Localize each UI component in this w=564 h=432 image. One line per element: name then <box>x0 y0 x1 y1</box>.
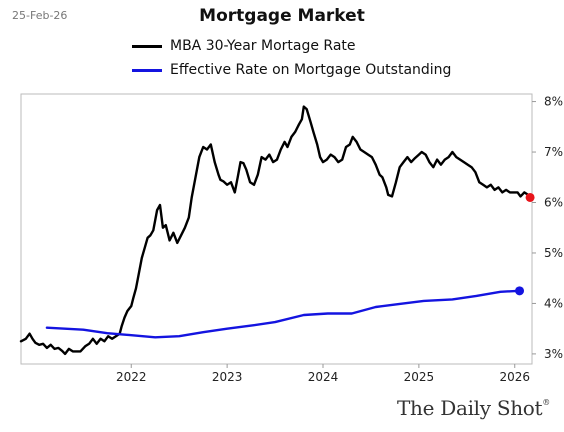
series-line-mba-rate <box>19 105 532 356</box>
y-tick-label: 6% <box>544 196 563 210</box>
y-tick-label: 8% <box>544 95 563 109</box>
brand-text: The Daily Shot <box>397 396 543 420</box>
y-tick-label: 4% <box>544 296 563 310</box>
legend-item-effective-rate: Effective Rate on Mortgage Outstanding <box>132 58 451 82</box>
x-tick-label: 2022 <box>116 370 147 384</box>
y-axis: 3% 4% 5% 6% 7% 8% <box>532 95 563 361</box>
y-tick-label: 3% <box>544 347 563 361</box>
chart-legend: MBA 30-Year Mortage Rate Effective Rate … <box>132 34 451 82</box>
y-tick-label: 7% <box>544 145 563 159</box>
x-tick-label: 2026 <box>499 370 530 384</box>
plot-frame <box>20 93 533 365</box>
x-tick-label: 2023 <box>212 370 243 384</box>
y-tick-label: 5% <box>544 246 563 260</box>
x-tick-label: 2025 <box>404 370 435 384</box>
series-line-effective-rate <box>45 289 521 339</box>
brand-registered-mark: ® <box>542 398 550 407</box>
date-stamp: 25-Feb-26 <box>12 9 68 22</box>
legend-label-effective-rate: Effective Rate on Mortgage Outstanding <box>170 62 452 78</box>
legend-item-mba-rate: MBA 30-Year Mortage Rate <box>132 34 451 58</box>
x-axis: 2022 2023 2024 2025 2026 <box>116 364 530 384</box>
endpoint-dot-effective-rate <box>515 286 525 296</box>
series-layer <box>19 105 535 356</box>
endpoint-dot-mba-rate <box>525 192 535 202</box>
x-tick-label: 2024 <box>308 370 339 384</box>
chart-title: Mortgage Market <box>199 6 365 26</box>
legend-swatch-effective-rate <box>132 68 162 72</box>
legend-label-mba-rate: MBA 30-Year Mortage Rate <box>170 38 356 54</box>
brand-logo: The Daily Shot® <box>397 396 550 420</box>
legend-swatch-mba-rate <box>132 44 162 48</box>
